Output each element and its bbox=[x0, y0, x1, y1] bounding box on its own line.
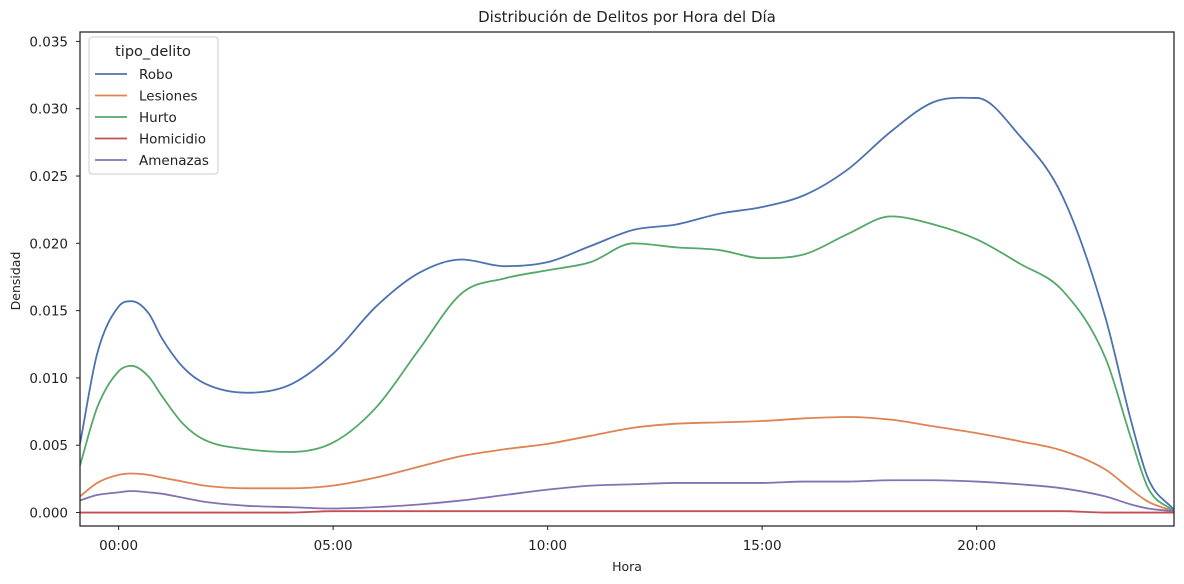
axis-ticks: 00:00 05:00 10:00 15:00 20:00 0.000 0.005 0.010… bbox=[29, 34, 996, 554]
x-tick-label: 05:00 bbox=[314, 538, 353, 554]
series-line-amenazas bbox=[79, 479, 1175, 513]
legend: tipo_delito Robo Lesiones Hurto Homicidio Am… bbox=[88, 36, 219, 175]
x-tick-label: 20:00 bbox=[957, 538, 996, 554]
series-line-hurto bbox=[79, 215, 1175, 512]
y-tick-label: 0.010 bbox=[29, 371, 68, 387]
y-tick-label: 0.030 bbox=[29, 102, 68, 118]
y-tick-label: 0.035 bbox=[29, 34, 68, 50]
legend-label-lesiones: Lesiones bbox=[139, 89, 198, 105]
y-axis-label: Densidad bbox=[8, 252, 23, 311]
legend-label-amenazas: Amenazas bbox=[139, 153, 209, 169]
series-line-homicidio bbox=[80, 510, 1174, 514]
legend-label-hurto: Hurto bbox=[139, 110, 177, 126]
series-line-lesiones bbox=[79, 416, 1175, 513]
x-tick-label: 15:00 bbox=[743, 538, 782, 554]
plot-frame bbox=[79, 31, 1175, 527]
y-tick-label: 0.025 bbox=[29, 169, 68, 185]
x-axis-label: Hora bbox=[612, 559, 642, 574]
chart-title: Distribución de Delitos por Hora del Día bbox=[478, 8, 776, 26]
y-tick-label: 0.015 bbox=[29, 304, 68, 320]
legend-label-robo: Robo bbox=[139, 67, 173, 83]
y-tick-label: 0.020 bbox=[29, 236, 68, 252]
x-tick-label: 10:00 bbox=[528, 538, 567, 554]
y-tick-label: 0.005 bbox=[29, 438, 68, 454]
plot-area bbox=[79, 96, 1175, 514]
legend-label-homicidio: Homicidio bbox=[139, 132, 206, 148]
legend-title: tipo_delito bbox=[115, 44, 191, 60]
legend-box bbox=[88, 36, 219, 175]
series-line-robo bbox=[79, 96, 1175, 511]
x-tick-label: 00:00 bbox=[99, 538, 138, 554]
y-tick-label: 0.000 bbox=[29, 506, 68, 522]
